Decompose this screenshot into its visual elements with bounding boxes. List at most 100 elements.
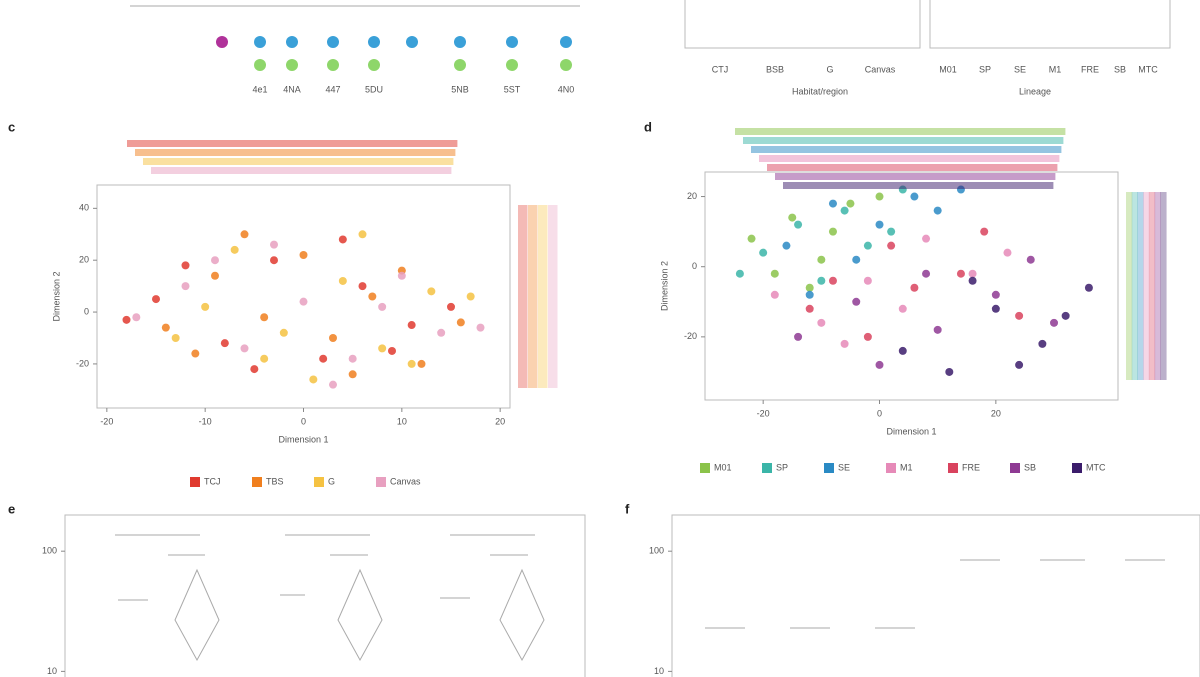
point — [437, 328, 446, 337]
point — [817, 255, 826, 264]
point — [358, 230, 367, 239]
marginal-band — [518, 205, 528, 388]
plot-frame — [704, 171, 1119, 401]
point — [910, 192, 919, 201]
marginal-band — [767, 164, 1058, 171]
point — [456, 318, 465, 327]
y-tick-label: 10 — [47, 666, 57, 676]
point — [846, 199, 855, 208]
point — [338, 276, 347, 285]
point — [270, 256, 278, 265]
point — [230, 245, 239, 254]
point — [348, 370, 357, 379]
point — [898, 346, 907, 355]
point — [956, 269, 965, 278]
point — [260, 313, 269, 322]
point — [407, 321, 416, 330]
point — [828, 227, 837, 236]
point — [181, 261, 190, 270]
point — [852, 297, 861, 306]
point — [817, 318, 826, 327]
legend-swatch — [1010, 463, 1020, 473]
point — [852, 255, 861, 264]
dot — [216, 36, 228, 48]
y-tick-label: 0 — [84, 306, 89, 316]
legend-label: Canvas — [390, 476, 421, 486]
point — [887, 227, 896, 236]
point — [427, 287, 436, 296]
point — [735, 269, 744, 278]
y-axis-title: Dimension 2 — [659, 261, 669, 311]
dot-matrix — [216, 36, 572, 71]
y-tick-label: 100 — [649, 546, 664, 556]
point — [1050, 318, 1059, 327]
x-tick-label: 0 — [301, 416, 306, 426]
dot-row — [254, 36, 572, 48]
marginal-band — [135, 149, 456, 156]
point — [828, 276, 837, 285]
point — [875, 192, 884, 201]
point — [933, 206, 942, 215]
y-tick-label: -20 — [684, 331, 697, 341]
marginal-band — [548, 205, 558, 388]
legend-label: SE — [838, 462, 850, 472]
point — [828, 199, 837, 208]
point — [759, 248, 768, 257]
x-tick-label: 0 — [877, 408, 882, 418]
point — [240, 344, 249, 353]
point — [250, 365, 259, 374]
marginal-band — [538, 205, 548, 388]
panel-label: e — [8, 501, 15, 516]
y-tick-label: 100 — [42, 546, 57, 556]
marginal-band — [759, 155, 1060, 162]
column-label: 4NA — [283, 84, 301, 94]
y-tick-label: 0 — [692, 261, 697, 271]
point — [1026, 255, 1035, 264]
category-label: G — [826, 64, 833, 74]
violin-shape — [174, 568, 545, 662]
point — [875, 220, 884, 229]
marginal-band — [151, 167, 452, 174]
dot-row — [254, 59, 572, 71]
point — [368, 292, 377, 301]
point — [378, 344, 387, 353]
point — [466, 292, 475, 301]
point — [817, 276, 826, 285]
marginal-band — [751, 146, 1062, 153]
point — [279, 328, 288, 337]
point — [770, 269, 779, 278]
point — [805, 283, 814, 292]
legend-swatch — [190, 477, 200, 487]
panel-label: c — [8, 119, 15, 134]
point — [968, 276, 977, 285]
column-label: 4N0 — [558, 84, 575, 94]
point — [805, 304, 814, 313]
legend-swatch — [376, 477, 386, 487]
legend-swatch — [762, 463, 772, 473]
y-axis-title: Dimension 2 — [51, 271, 61, 321]
marginal-band — [1148, 192, 1156, 380]
point — [388, 346, 396, 355]
point — [299, 297, 308, 306]
point — [378, 302, 387, 311]
x-tick-label: 20 — [991, 408, 1001, 418]
point — [863, 241, 872, 250]
point — [991, 304, 1000, 313]
legend-swatch — [314, 477, 324, 487]
point — [922, 234, 931, 243]
point — [747, 234, 756, 243]
point — [782, 241, 791, 250]
y-tick-label: 20 — [79, 255, 89, 265]
marginal-band — [528, 205, 538, 388]
category-label: M01 — [939, 64, 957, 74]
point — [840, 206, 849, 215]
category-label: CTJ — [712, 64, 729, 74]
marginal-band — [735, 128, 1066, 135]
point — [1015, 311, 1024, 320]
column-label: 447 — [325, 84, 340, 94]
column-label: 5DU — [365, 84, 383, 94]
marginal-band — [1137, 192, 1144, 380]
x-axis-title: Dimension 1 — [886, 426, 936, 436]
point — [980, 227, 989, 236]
point — [1015, 360, 1024, 369]
